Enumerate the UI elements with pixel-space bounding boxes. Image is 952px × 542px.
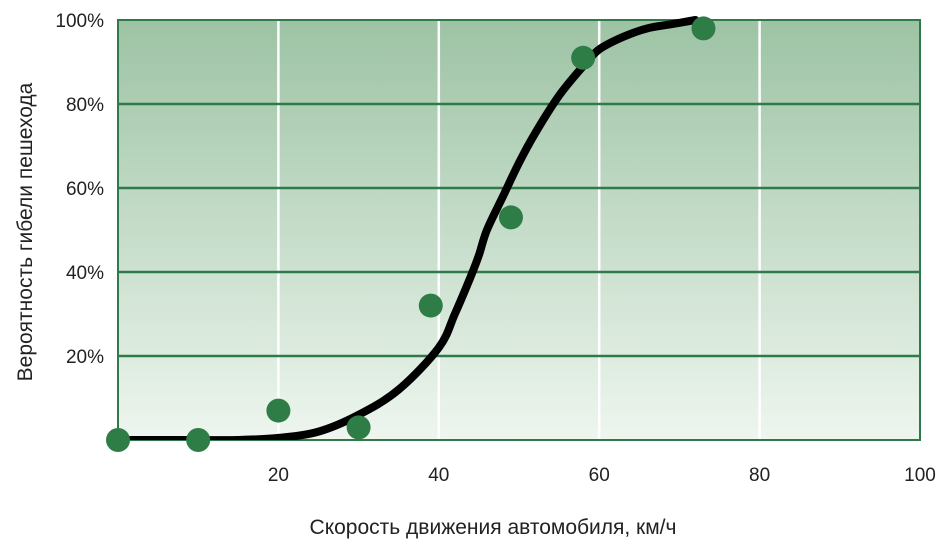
y-tick-labels: 20% 40% 60% 80% 100% (55, 11, 104, 368)
data-point-7 (691, 16, 716, 41)
x-tick-label-0: 20 (268, 465, 289, 486)
data-point-0 (106, 428, 130, 452)
data-point-3 (346, 415, 371, 440)
x-tick-label-3: 80 (749, 465, 770, 486)
y-axis-label: Вероятность гибели пешехода (14, 82, 37, 381)
plot-border (117, 19, 921, 441)
fit-curve (118, 16, 700, 440)
y-tick-label-1: 40% (66, 263, 104, 284)
curve-layer (118, 16, 700, 440)
x-tick-label-1: 40 (428, 465, 449, 486)
data-point-5 (498, 205, 523, 230)
y-tick-label-2: 60% (66, 179, 104, 200)
y-tick-label-3: 80% (66, 95, 104, 116)
x-axis-label: Скорость движения автомобиля, км/ч (310, 516, 677, 539)
grid-lines (118, 20, 920, 440)
points-layer (106, 16, 716, 452)
y-tick-label-4: 100% (55, 11, 104, 32)
x-tick-labels: 20 40 60 80 100 (268, 465, 936, 486)
data-point-4 (418, 293, 443, 318)
data-point-6 (571, 45, 596, 70)
y-tick-label-0: 20% (66, 347, 104, 368)
plot-background (118, 20, 920, 440)
data-point-1 (186, 428, 211, 452)
x-tick-label-4: 100 (904, 465, 936, 486)
data-point-2 (266, 398, 291, 423)
x-tick-label-2: 60 (589, 465, 610, 486)
